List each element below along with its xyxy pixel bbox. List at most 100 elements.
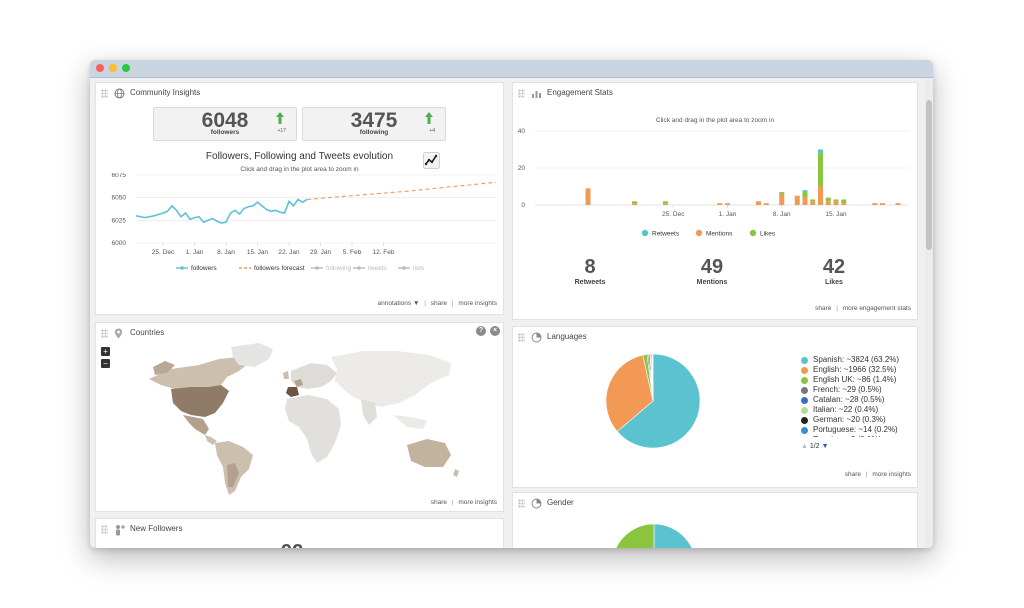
legend-item[interactable]: German: ~20 (0.3%) <box>801 415 899 425</box>
map-region-uk[interactable] <box>283 371 289 379</box>
minimize-window-button[interactable] <box>109 64 117 72</box>
share-link[interactable]: share <box>430 300 448 307</box>
pager-next-icon[interactable]: ▼ <box>821 443 829 450</box>
languages-pie-chart[interactable] <box>601 349 705 453</box>
world-map[interactable] <box>131 337 471 497</box>
pie-slice <box>615 523 655 548</box>
map-region-argentina[interactable] <box>227 463 239 487</box>
y-tick-label: 6075 <box>112 173 127 179</box>
forecast-legend-item[interactable]: followers forecast <box>239 265 305 272</box>
pager-prev-icon[interactable]: ▲ <box>801 443 808 450</box>
more-insights-link[interactable]: more insights <box>458 300 497 307</box>
share-link[interactable]: share <box>430 499 448 506</box>
map-region-france[interactable] <box>294 379 303 387</box>
drag-handle-icon[interactable] <box>101 329 108 338</box>
mentions-bar <box>717 203 723 205</box>
drag-handle-icon[interactable] <box>518 89 525 98</box>
likes-legend-item[interactable]: Likes <box>749 229 776 238</box>
retweets-bar <box>818 149 823 154</box>
legend-item[interactable]: Portuguese: ~14 (0.2%) <box>801 425 899 435</box>
share-link[interactable]: share <box>844 471 862 478</box>
mentions-bar <box>833 201 839 205</box>
map-region-india[interactable] <box>361 399 377 425</box>
x-tick-label: 15. Jan <box>247 249 269 256</box>
map-region-central-america[interactable] <box>205 435 217 445</box>
panel-header[interactable]: Countries ? × <box>96 323 503 345</box>
legend-item[interactable]: French: ~29 (0.5%) <box>801 385 899 395</box>
map-region-alaska[interactable] <box>153 361 175 375</box>
legend-item[interactable]: Catalan: ~28 (0.5%) <box>801 395 899 405</box>
maximize-window-button[interactable] <box>122 64 130 72</box>
legend-item[interactable]: Russian: ~9 (0.1%) <box>801 435 899 437</box>
legend-item[interactable]: Spanish: ~3824 (63.2%) <box>801 355 899 365</box>
map-region-africa[interactable] <box>285 395 341 463</box>
community-insights-panel: Community Insights 6048 followers +17 34… <box>95 82 504 315</box>
map-region-indonesia[interactable] <box>393 415 427 429</box>
y-tick-label: 6050 <box>112 195 127 202</box>
retweets-count: 8 <box>584 256 596 278</box>
pie-chart-icon <box>531 332 542 343</box>
evolution-chart[interactable]: 6000 6025 6050 6075 25. Dec 1. Jan 8. Jan 15. J… <box>96 173 503 288</box>
map-region-canada[interactable] <box>149 357 249 389</box>
more-insights-link[interactable]: more insights <box>872 471 911 478</box>
engagement-chart-subtitle: Click and drag in the plot area to zoom … <box>655 117 775 124</box>
lists-legend-item[interactable]: lists <box>398 265 425 272</box>
scrollbar-thumb[interactable] <box>926 100 932 250</box>
mentions-legend-item[interactable]: Mentions <box>695 229 733 238</box>
legend-label: Catalan: ~28 (0.5%) <box>813 395 885 404</box>
share-link[interactable]: share <box>815 305 832 312</box>
drag-handle-icon[interactable] <box>101 89 108 98</box>
chart-type-toggle-icon[interactable] <box>423 152 440 169</box>
help-icon[interactable]: ? <box>476 326 486 336</box>
legend-item[interactable]: English: ~1966 (32.5%) <box>801 365 899 375</box>
panel-title: Countries <box>130 328 165 337</box>
panel-header[interactable]: Engagement Stats <box>513 83 917 105</box>
map-region-europe[interactable] <box>291 363 337 389</box>
caret-down-icon[interactable]: ▼ <box>411 300 420 307</box>
annotations-dropdown[interactable]: annotations <box>377 300 412 307</box>
close-window-button[interactable] <box>96 64 104 72</box>
drag-handle-icon[interactable] <box>518 333 525 342</box>
panel-header[interactable]: Community Insights <box>96 83 503 105</box>
drag-handle-icon[interactable] <box>101 525 108 534</box>
retweets-legend-item[interactable]: Retweets <box>641 229 680 238</box>
vertical-scrollbar[interactable] <box>925 78 933 548</box>
legend-item[interactable]: Italian: ~22 (0.4%) <box>801 405 899 415</box>
panel-header[interactable]: Languages <box>513 327 917 349</box>
engagement-chart[interactable]: 0 20 40 25. Dec 1. Jan 8. Jan 15. Jan Retweets M… <box>513 125 917 245</box>
tweets-legend-item[interactable]: tweets <box>353 265 388 272</box>
legend-marker <box>402 266 406 270</box>
map-region-mexico[interactable] <box>183 415 209 435</box>
gender-pie-chart[interactable] <box>609 521 699 548</box>
panel-header[interactable]: Gender <box>513 493 917 515</box>
legend-marker <box>357 266 361 270</box>
panel-header[interactable]: New Followers <box>96 519 503 541</box>
drag-handle-icon[interactable] <box>518 499 525 508</box>
more-engagement-stats-link[interactable]: more engagement stats <box>842 305 911 312</box>
mentions-bar <box>895 203 901 205</box>
map-region-new-zealand[interactable] <box>453 469 459 477</box>
likes-bar <box>833 199 839 202</box>
legend-item[interactable]: English UK: ~86 (1.4%) <box>801 375 899 385</box>
map-region-usa[interactable] <box>171 385 229 417</box>
zoom-out-button[interactable]: − <box>101 359 110 368</box>
map-region-greenland[interactable] <box>231 343 273 367</box>
retweets-label: Retweets <box>574 279 606 286</box>
mentions-bar <box>763 203 769 205</box>
y-tick-label: 20 <box>518 165 526 172</box>
map-region-spain[interactable] <box>286 387 299 397</box>
close-icon[interactable]: × <box>490 326 500 336</box>
following-legend-item[interactable]: following <box>311 265 352 272</box>
zoom-in-button[interactable]: + <box>101 347 110 356</box>
map-region-asia[interactable] <box>331 351 451 407</box>
retweets-stat: 8 Retweets <box>555 257 625 286</box>
mentions-bar <box>802 197 808 205</box>
followers-legend-item[interactable]: followers <box>176 265 217 272</box>
mentions-bar <box>818 186 823 205</box>
y-tick-label: 6025 <box>112 217 127 224</box>
add-user-icon <box>116 525 125 536</box>
mentions-bar <box>725 203 730 205</box>
map-region-australia[interactable] <box>407 439 451 467</box>
more-insights-link[interactable]: more insights <box>458 499 497 506</box>
legend-label: tweets <box>368 265 388 272</box>
